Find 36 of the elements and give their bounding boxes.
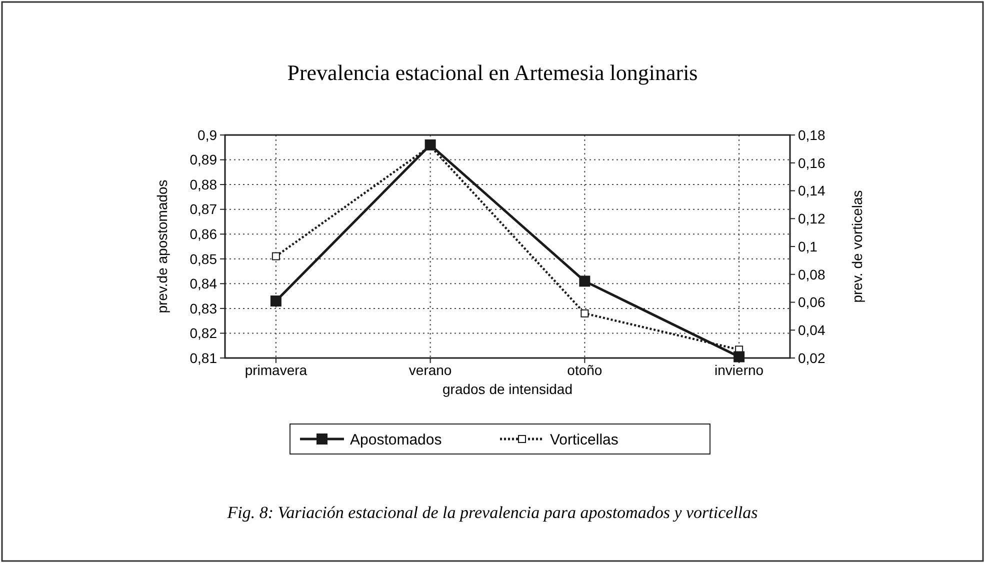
- y-tick-label: 0,88: [190, 176, 218, 192]
- x-tick-label: primavera: [244, 362, 308, 378]
- y-tick-label: 0,82: [190, 325, 218, 342]
- point: [734, 351, 745, 362]
- y-tick-label: 0,9: [198, 126, 218, 143]
- y2-tick-label: 0,16: [798, 154, 826, 171]
- point: [270, 296, 282, 307]
- point: [579, 276, 590, 287]
- chart-title: Prevalencia estacional en Artemesia longinaris: [287, 60, 698, 85]
- y2-tick-label: 0,12: [798, 210, 826, 227]
- x-tick-label: invierno: [714, 362, 764, 378]
- x-axis-title: grados de intensidad: [442, 381, 572, 397]
- y2-tick-label: 0,1: [798, 238, 818, 254]
- x-tick-label: otoño: [567, 362, 602, 378]
- y2-tick-label: 0,14: [798, 182, 826, 199]
- point: [424, 139, 436, 150]
- x-tick-label: verano: [408, 362, 452, 378]
- y-tick-label: 0,81: [190, 350, 218, 366]
- y-tick-label: 0,87: [190, 201, 218, 218]
- y-tick-label: 0,86: [190, 226, 218, 242]
- y2-axis-title: prev. de vorticelas: [849, 190, 865, 303]
- y-tick-label: 0,84: [190, 276, 218, 292]
- y-axis-title: prev.de apostomados: [154, 180, 170, 314]
- y-tick-label: 0,89: [190, 152, 218, 168]
- point: [580, 309, 589, 318]
- y-tick-label: 0,85: [190, 250, 218, 267]
- point: [272, 252, 280, 260]
- y2-tick-label: 0,04: [798, 322, 826, 338]
- y-tick-label: 0,83: [190, 300, 218, 316]
- legend-label: Apostomados: [350, 431, 442, 448]
- y2-tick-label: 0,18: [798, 126, 826, 143]
- legend-label: Vorticellas: [550, 431, 618, 448]
- y2-tick-label: 0,08: [798, 266, 826, 282]
- caption: Fig. 8: Variación estacional de la prevalencia para apostomados y vorticellas: [226, 503, 758, 522]
- y2-tick-label: 0,06: [798, 294, 826, 310]
- y2-tick-label: 0,02: [798, 350, 826, 366]
